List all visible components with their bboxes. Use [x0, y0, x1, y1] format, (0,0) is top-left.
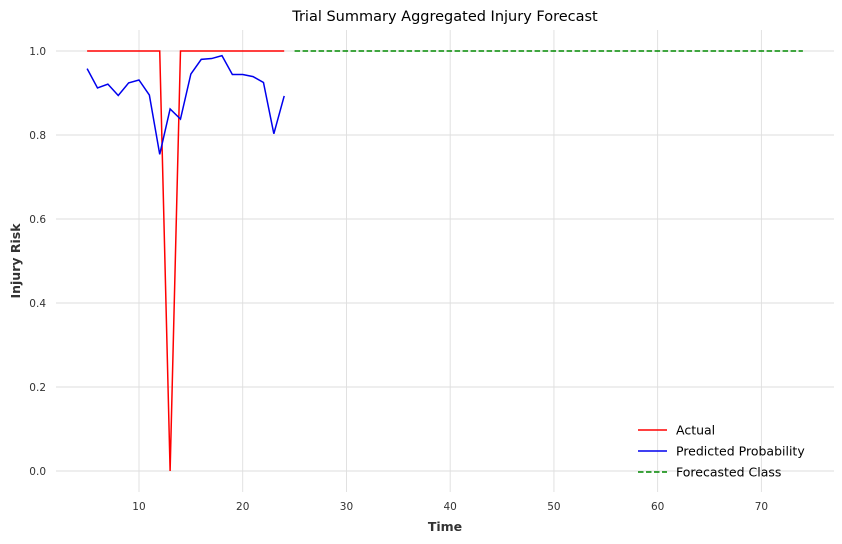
legend: Actual Predicted Probability Forecasted Cl… [638, 423, 805, 480]
legend-label: Actual [676, 423, 715, 438]
y-axis-label: Injury Risk [8, 223, 23, 299]
x-tick-label: 20 [236, 501, 249, 513]
x-tick-label: 40 [443, 501, 456, 513]
chart-title: Trial Summary Aggregated Injury Forecast [291, 9, 598, 25]
x-tick-label: 10 [132, 501, 145, 513]
y-tick-label: 0.8 [29, 130, 46, 142]
y-tick-label: 0.4 [29, 298, 46, 310]
tick-labels: 10 20 30 40 50 60 70 0.0 0.2 0.4 0.6 0.8 1.0 [29, 46, 768, 513]
y-tick-label: 0.0 [29, 466, 46, 478]
x-tick-label: 70 [755, 501, 768, 513]
series-lines [86, 50, 803, 472]
legend-label: Forecasted Class [676, 465, 781, 480]
x-tick-label: 30 [340, 501, 353, 513]
x-axis-label: Time [428, 519, 462, 534]
y-tick-label: 1.0 [29, 46, 46, 58]
series-line-1 [87, 50, 285, 472]
legend-label: Predicted Probability [676, 444, 805, 459]
y-tick-label: 0.2 [29, 382, 46, 394]
y-tick-label: 0.6 [29, 214, 46, 226]
series-line-2 [86, 54, 285, 155]
x-tick-label: 50 [547, 501, 560, 513]
x-tick-label: 60 [651, 501, 664, 513]
